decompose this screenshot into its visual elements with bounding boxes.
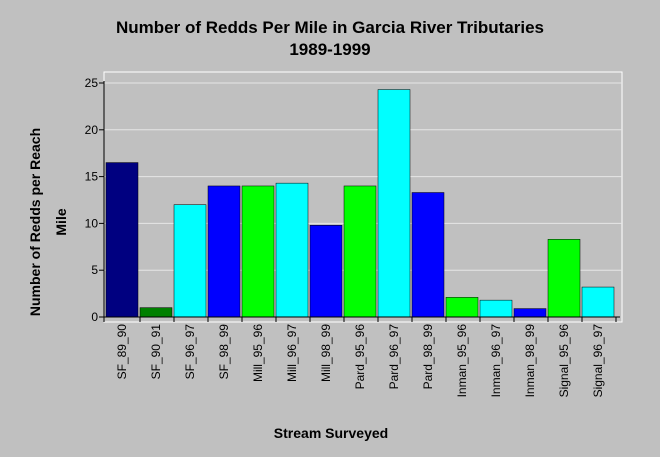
y-axis-title: Number of Redds per Reach Mile <box>27 128 69 316</box>
x-tick-label-0: SF_89_90 <box>115 324 129 380</box>
x-tick-label-11: Inman_96_97 <box>489 324 503 398</box>
y-tick-label-2: 10 <box>85 216 99 230</box>
bar-Pard_96_97 <box>377 89 411 318</box>
chart-subtitle: 1989-1999 <box>289 40 370 59</box>
x-tick-label-6: Mill_98_99 <box>319 324 333 382</box>
y-tick-label-4: 20 <box>85 123 99 137</box>
bar-Signal_95_96 <box>547 239 581 318</box>
x-tick-label-4: Mill_95_96 <box>251 324 265 382</box>
bar-SF_90_91 <box>139 307 173 318</box>
x-axis-title: Stream Surveyed <box>274 425 388 441</box>
bar-Pard_95_96 <box>343 185 377 318</box>
y-tick-label-5: 25 <box>85 76 99 90</box>
y-tick-label-3: 15 <box>85 170 99 184</box>
x-tick-label-5: Mill_96_97 <box>285 324 299 382</box>
bar-Signal_96_97 <box>581 286 615 318</box>
y-axis-title-line-1: Number of Redds per Reach <box>27 128 43 316</box>
x-tick-label-9: Pard_98_99 <box>421 324 435 390</box>
axes <box>99 81 620 322</box>
bar-Inman_98_99 <box>513 308 547 318</box>
x-tick-label-14: Signal_96_97 <box>591 324 605 398</box>
x-tick-label-1: SF_90_91 <box>149 324 163 380</box>
bar-SF_96_97 <box>173 204 207 318</box>
x-tick-labels: SF_89_90 SF_90_91 SF_96_97 SF_98_99 Mill_95_… <box>115 324 605 398</box>
y-tick-label-1: 5 <box>91 263 98 277</box>
chart-title: Number of Redds Per Mile in Garcia River… <box>116 18 544 37</box>
bar-Inman_95_96 <box>445 297 479 318</box>
bars <box>105 89 615 318</box>
y-tick-label-0: 0 <box>91 310 98 324</box>
x-tick-label-13: Signal_95_96 <box>557 324 571 398</box>
x-tick-label-7: Pard_95_96 <box>353 324 367 390</box>
bar-SF_98_99 <box>207 185 241 318</box>
bar-SF_89_90 <box>105 162 139 318</box>
bar-Mill_98_99 <box>309 225 343 318</box>
bar-Mill_96_97 <box>275 182 309 318</box>
bar-Pard_98_99 <box>411 192 445 318</box>
x-tick-label-2: SF_96_97 <box>183 324 197 380</box>
x-tick-label-12: Inman_98_99 <box>523 324 537 398</box>
x-tick-label-8: Pard_96_97 <box>387 324 401 390</box>
bar-Inman_96_97 <box>479 299 513 318</box>
y-axis-title-line-2: Mile <box>53 208 69 235</box>
x-tick-label-3: SF_98_99 <box>217 324 231 380</box>
bar-Mill_95_96 <box>241 185 275 318</box>
x-tick-label-10: Inman_95_96 <box>455 324 469 398</box>
y-tick-labels: 0 5 10 15 20 25 <box>85 76 99 324</box>
